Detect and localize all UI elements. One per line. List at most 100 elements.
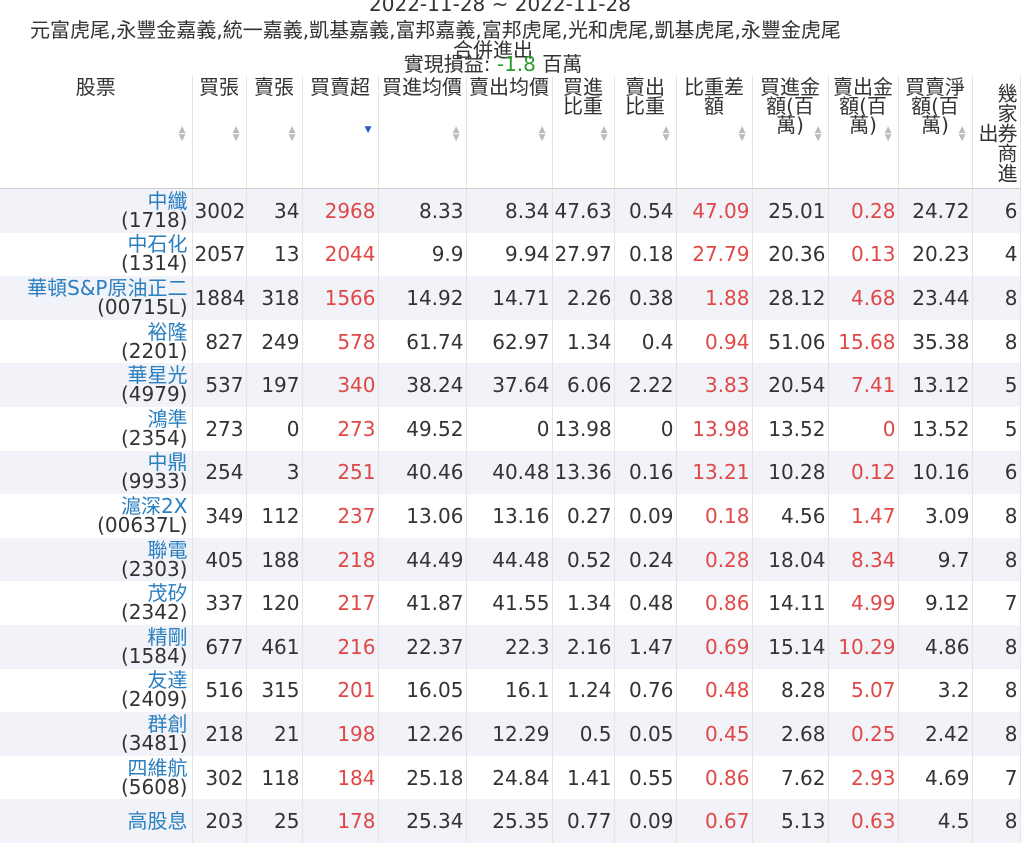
stock-name[interactable]: 裕隆 [147,319,188,344]
table-row: 中鼎 (9933) 254 3 251 40.46 40.48 13.36 0.16 13.21 1… [0,450,1021,495]
value-cell: 7 [972,755,1021,800]
column-header[interactable]: 賣出均價 ▲ ▼ [466,76,553,189]
value-cell: 0.45 [676,712,753,756]
stock-cell: 鴻準 (2354) [0,406,193,451]
stock-code: (1584) [120,643,188,668]
column-header[interactable]: 賣張 ▲ ▼ [246,76,303,189]
stock-code: (1314) [120,251,188,276]
stock-cell: 中石化 (1314) [0,232,193,277]
stock-name[interactable]: 聯電 [147,537,188,562]
value-cell: 318 [246,276,303,320]
value-cell: 6 [972,450,1021,495]
column-header[interactable]: 幾家券商進出 [972,76,1021,189]
value-cell: 4 [972,232,1021,277]
value-cell: 0.76 [614,668,677,713]
column-header[interactable]: 比重差額 ▲ ▼ [676,76,753,189]
stock-name[interactable]: 茂矽 [147,581,188,606]
column-header[interactable]: 買進金額(百萬) ▲ ▼ [752,76,829,189]
value-cell: 9.12 [898,581,973,625]
value-cell: 7.41 [828,363,899,407]
sort-icon: ▲ ▼ [958,125,966,143]
value-cell: 2.26 [552,276,615,320]
value-cell: 21 [246,712,303,756]
value-cell: 203 [192,799,247,843]
value-cell: 4.69 [898,755,973,800]
value-cell: 217 [302,581,379,625]
value-cell: 0.18 [676,494,753,538]
column-header[interactable]: 賣出比重 ▲ ▼ [614,76,677,189]
value-cell: 24.72 [898,188,973,233]
value-cell: 8.34 [828,537,899,582]
stock-name[interactable]: 高股息 [127,808,188,833]
value-cell: 15.68 [828,319,899,364]
value-cell: 4.56 [752,494,829,538]
sort-icon: ▲ ▼ [538,125,546,143]
value-cell: 254 [192,450,247,495]
table-row: 鴻準 (2354) 273 0 273 49.52 0 13.98 0 13.98 13.52 0 13… [0,406,1021,451]
table-row: 高股息 203 25 178 25.34 25.35 0.77 0.09 0.67 5.13 0.6… [0,799,1021,843]
value-cell: 337 [192,581,247,625]
value-cell: 0.12 [828,450,899,495]
stock-cell: 友達 (2409) [0,668,193,713]
stock-name[interactable]: 華星光 [127,363,188,388]
stock-cell: 中鼎 (9933) [0,450,193,495]
sort-icon: ▲ ▼ [288,125,296,143]
value-cell: 0.52 [552,537,615,582]
pnl: 實現損益: -1.8 百萬 [0,48,986,77]
stock-name[interactable]: 中石化 [127,232,188,257]
value-cell: 349 [192,494,247,538]
stock-name[interactable]: 中纖 [147,188,188,213]
column-header[interactable]: 買張 ▲ ▼ [192,76,247,189]
value-cell: 18.04 [752,537,829,582]
column-label: 比重差額 [684,76,744,118]
value-cell: 0.24 [614,537,677,582]
column-header[interactable]: 買進均價 ▲ ▼ [378,76,467,189]
stock-name[interactable]: 滬深2X [121,494,188,518]
value-cell: 12.26 [378,712,467,756]
stock-cell: 滬深2X (00637L) [0,494,193,538]
value-cell: 13.12 [898,363,973,407]
value-cell: 0 [828,406,899,451]
stock-name[interactable]: 友達 [147,668,188,693]
stock-name[interactable]: 中鼎 [147,450,188,475]
sort-icon: ▲ ▼ [178,125,186,143]
value-cell: 0.09 [614,799,677,843]
stock-cell: 中纖 (1718) [0,188,193,233]
value-cell: 20.23 [898,232,973,277]
column-header[interactable]: 買進比重 ▲ ▼ [552,76,615,189]
value-cell: 340 [302,363,379,407]
value-cell: 13 [246,232,303,277]
value-cell: 0 [466,406,553,451]
value-cell: 4.5 [898,799,973,843]
sort-icon: ▼ [364,125,372,135]
stock-code: (00637L) [97,512,188,537]
value-cell: 23.44 [898,276,973,320]
stock-table: 股票 ▲ ▼ 買張 ▲ ▼ 賣張 ▲ ▼ 買賣超 ▼ 買進均價 ▲ ▼ 賣出均價 ▲ ▼ 買進比重 ▲ ▼ 賣出比重 ▲ ▼… [0,76,1021,843]
value-cell: 5 [972,406,1021,451]
stock-name[interactable]: 群創 [147,712,188,736]
value-cell: 0.28 [676,537,753,582]
value-cell: 198 [302,712,379,756]
date-range: 2022-11-28 ~ 2022-11-28 [369,0,631,16]
table-row: 友達 (2409) 516 315 201 16.05 16.1 1.24 0.76 0.48 8.… [0,668,1021,713]
stock-name[interactable]: 四維航 [127,755,188,780]
column-header[interactable]: 賣出金額(百萬) ▲ ▼ [828,76,899,189]
value-cell: 25 [246,799,303,843]
column-label: 買賣超 [310,76,370,99]
column-header[interactable]: 買賣超 ▼ [302,76,379,189]
stock-name[interactable]: 華頓S&P原油正二 [27,276,188,300]
value-cell: 8 [972,276,1021,320]
sort-icon: ▲ ▼ [884,125,892,143]
stock-code: (1718) [120,207,188,232]
value-cell: 273 [302,406,379,451]
value-cell: 216 [302,624,379,669]
column-header[interactable]: 股票 ▲ ▼ [0,76,193,189]
pnl-unit: 百萬 [542,52,583,76]
value-cell: 47.63 [552,188,615,233]
column-header[interactable]: 買賣淨額(百萬) ▲ ▼ [898,76,973,189]
stock-name[interactable]: 精剛 [147,624,188,649]
value-cell: 3.83 [676,363,753,407]
value-cell: 8 [972,668,1021,713]
stock-name[interactable]: 鴻準 [147,406,188,431]
value-cell: 178 [302,799,379,843]
